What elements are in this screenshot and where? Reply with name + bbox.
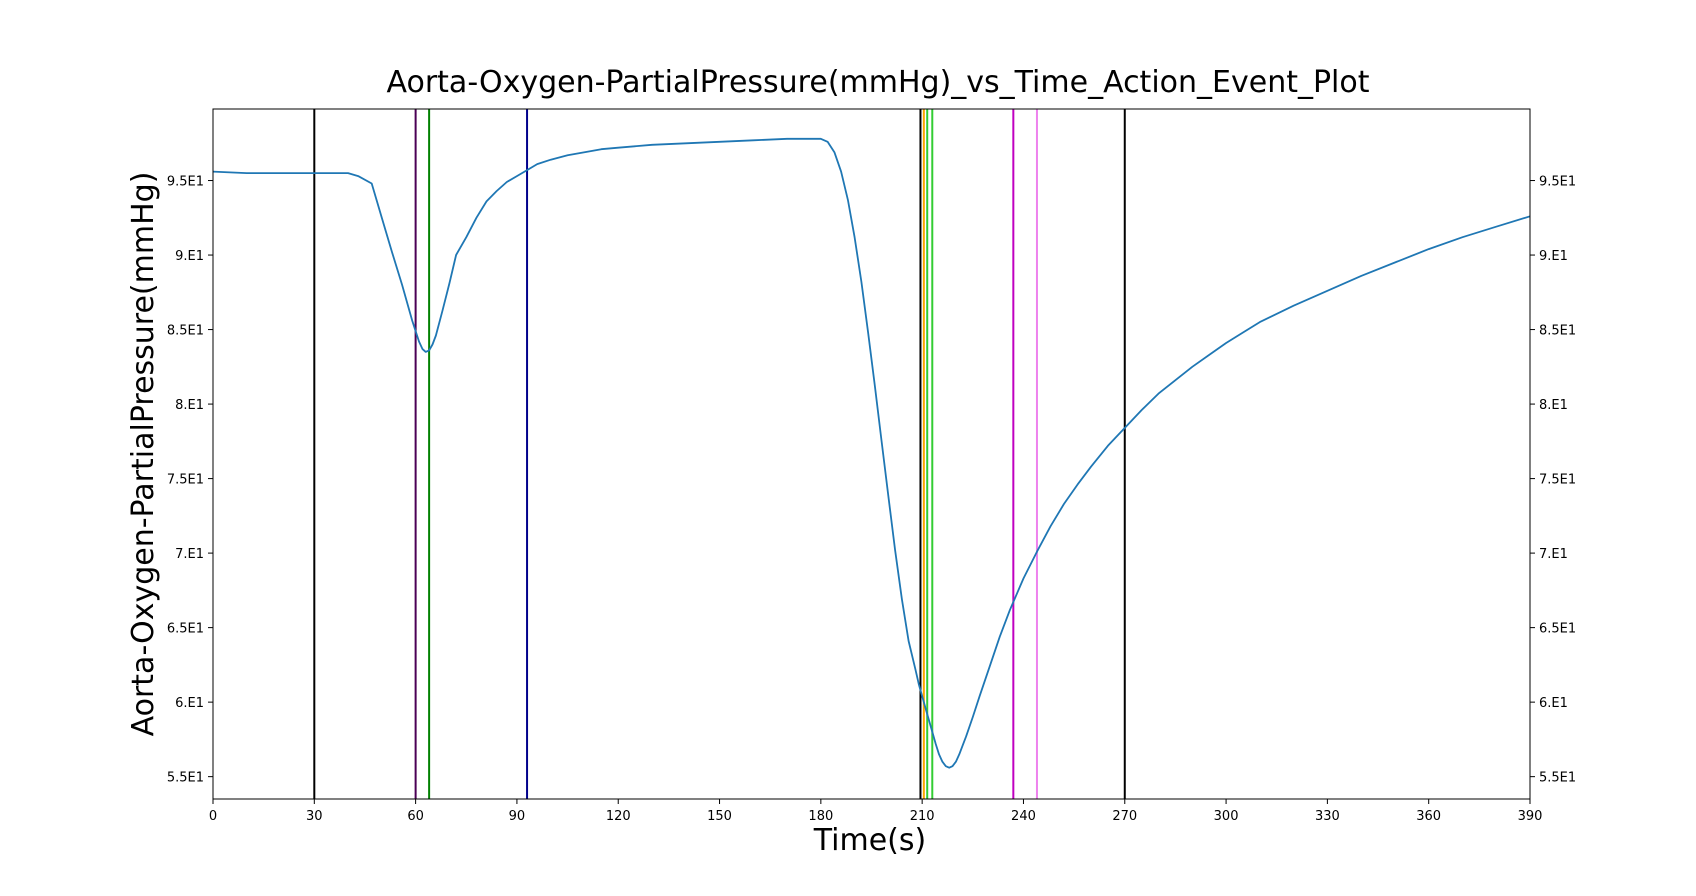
x-tick-label: 360 — [1416, 809, 1441, 824]
x-tick-label: 30 — [306, 809, 323, 824]
series-line-0 — [212, 137, 1531, 769]
x-axis-label: Time(s) — [813, 823, 926, 858]
x-tick-label: 270 — [1112, 809, 1137, 824]
x-tick-label: 210 — [910, 809, 935, 824]
y-tick-label-left: 5.5E1 — [167, 771, 204, 786]
y-tick-label-right: 6.E1 — [1539, 696, 1568, 711]
event-lines — [313, 109, 1126, 799]
y-tick-label-left: 7.E1 — [175, 547, 204, 562]
y-tick-label-right: 7.5E1 — [1539, 473, 1576, 488]
y-axis-label: Aorta-Oxygen-PartialPressure(mmHg) — [126, 172, 161, 737]
y-tick-label-right: 8.5E1 — [1539, 324, 1576, 339]
y-tick-label-right: 8.E1 — [1539, 398, 1568, 413]
x-tick-label: 120 — [606, 809, 631, 824]
y-tick-label-left: 7.5E1 — [167, 473, 204, 488]
plot-frame — [212, 108, 1531, 800]
x-axis-ticks: 0 30 60 90 120 150 180 210 240 270 300 330 360 390 — [209, 799, 1543, 824]
y-tick-label-right: 9.5E1 — [1539, 175, 1576, 190]
x-tick-label: 390 — [1518, 809, 1543, 824]
y-tick-label-right: 6.5E1 — [1539, 622, 1576, 637]
x-tick-label: 90 — [509, 809, 526, 824]
y-tick-label-right: 7.E1 — [1539, 547, 1568, 562]
x-tick-label: 150 — [707, 809, 732, 824]
series-layer — [212, 137, 1531, 769]
x-tick-label: 330 — [1315, 809, 1340, 824]
chart-title: Aorta-Oxygen-PartialPressure(mmHg)_vs_Ti… — [386, 65, 1369, 100]
y-axis-ticks: 5.5E1 5.5E1 6.E1 6.E1 6.5E1 6.5E1 7.E1 7.E1 7.5E… — [167, 175, 1576, 786]
y-tick-label-left: 8.5E1 — [167, 324, 204, 339]
x-tick-label: 240 — [1011, 809, 1036, 824]
y-tick-label-left: 6.5E1 — [167, 622, 204, 637]
y-tick-label-left: 9.5E1 — [167, 175, 204, 190]
x-tick-label: 180 — [808, 809, 833, 824]
y-tick-label-right: 5.5E1 — [1539, 771, 1576, 786]
y-tick-label-left: 6.E1 — [175, 696, 204, 711]
x-tick-label: 300 — [1214, 809, 1239, 824]
y-tick-label-left: 9.E1 — [175, 249, 204, 264]
x-tick-label: 0 — [209, 809, 217, 824]
x-tick-label: 60 — [407, 809, 424, 824]
y-tick-label-right: 9.E1 — [1539, 249, 1568, 264]
y-tick-label-left: 8.E1 — [175, 398, 204, 413]
